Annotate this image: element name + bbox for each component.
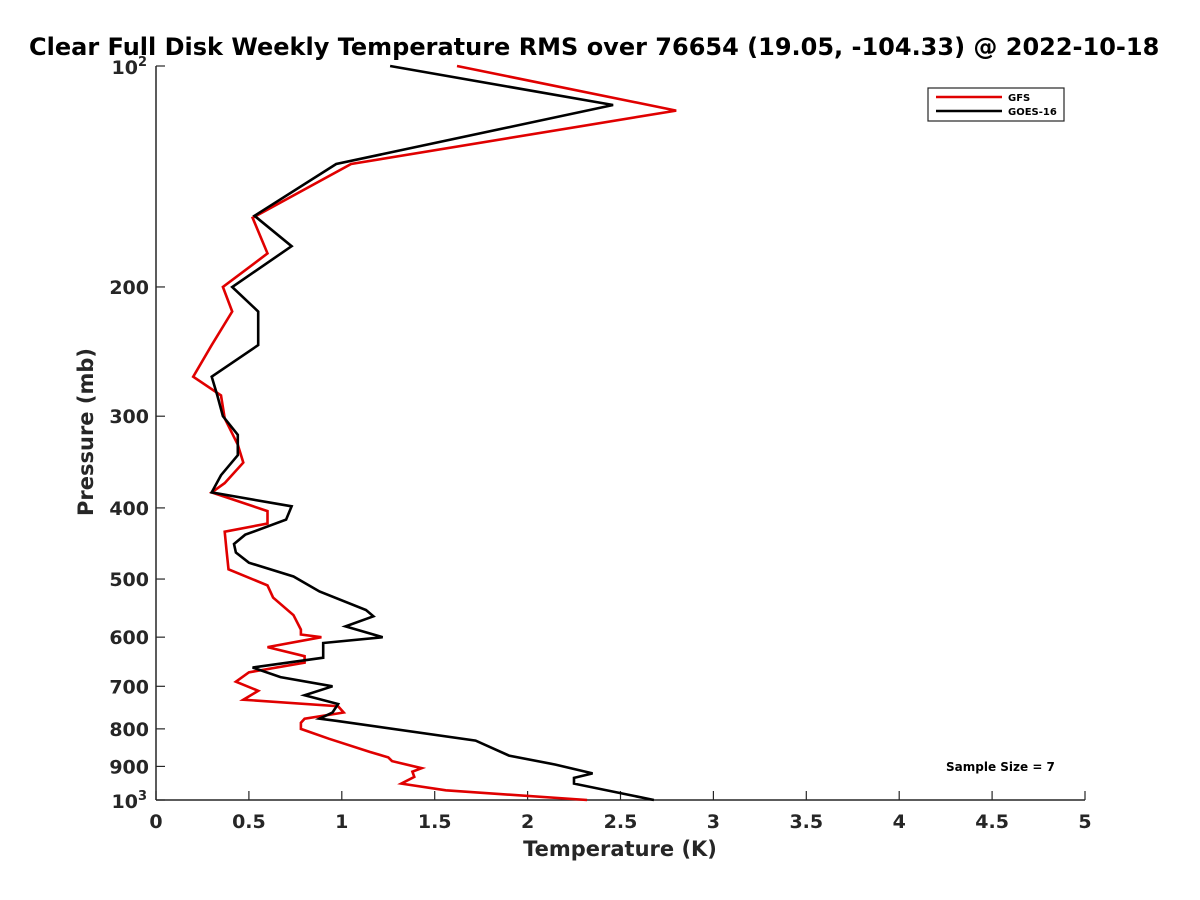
y-tick-label: 800 [109,719,149,741]
x-tick-label: 2 [521,811,534,833]
legend-label: GOES-16 [1008,107,1057,118]
y-tick-label: 500 [109,569,149,591]
x-tick-label: 2.5 [604,811,638,833]
axes-box [155,66,1085,801]
y-axis-label: Pressure (mb) [74,348,98,516]
sample-size-annotation: Sample Size = 7 [946,760,1055,774]
x-tick-label: 3 [707,811,720,833]
y-tick-label: 700 [109,676,149,698]
y-tick-label: 200 [109,277,149,299]
legend-box [927,87,1065,122]
series-line-gfs [191,64,677,802]
x-tick-label: 5 [1078,811,1091,833]
x-tick-label: 1.5 [418,811,452,833]
x-axis-label: Temperature (K) [523,837,717,861]
y-tick-label: 900 [109,756,149,778]
x-tick-label: 0 [149,811,162,833]
x-tick-label: 4.5 [975,811,1009,833]
y-tick-label: 400 [109,498,149,520]
x-tick-label: 0.5 [232,811,266,833]
x-tick-label: 4 [893,811,906,833]
series-line-goes-16 [209,64,655,802]
legend-label: GFS [1008,93,1030,104]
y-tick-label: 600 [109,627,149,649]
y-tick-label: 300 [109,406,149,428]
series-layer [191,64,677,802]
legend: GFS GOES-16 [927,87,1065,122]
y-tick-label: 102 [112,55,148,79]
y-axis: 200 300 400 500 600 700 800 900 102 103 [109,55,165,813]
x-tick-label: 3.5 [789,811,823,833]
chart-title: Clear Full Disk Weekly Temperature RMS o… [29,33,1159,61]
y-tick-label: 103 [112,789,148,813]
x-tick-label: 1 [335,811,348,833]
x-axis: 0 0.5 1 1.5 2 2.5 3 3.5 4 4.5 5 [149,791,1092,833]
